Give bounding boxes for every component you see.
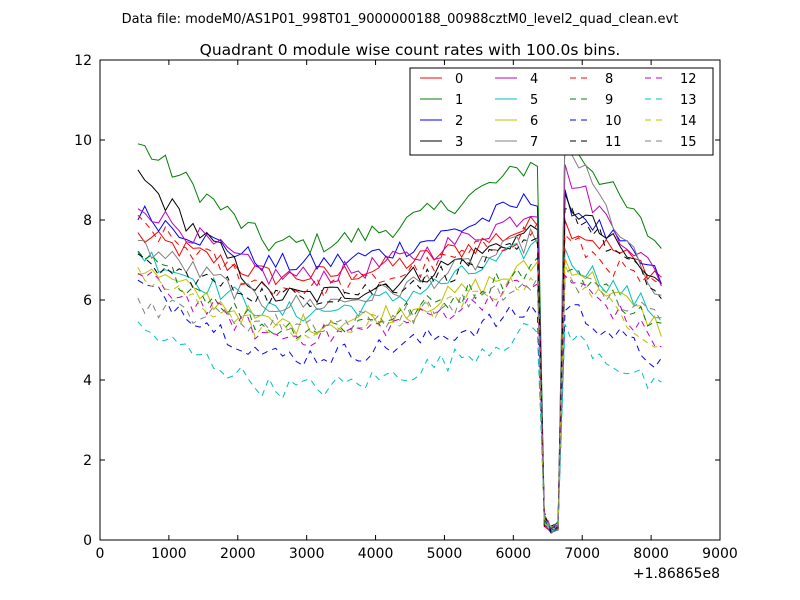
x-tick-label: 1000 [151, 546, 187, 562]
legend-label-8: 8 [605, 72, 613, 87]
suptitle: Data file: modeM0/AS1P01_998T01_90000001… [122, 12, 679, 27]
series-line-3 [137, 169, 662, 527]
series-line-1 [137, 131, 662, 532]
series-line-14 [137, 264, 662, 528]
legend-label-4: 4 [530, 72, 538, 87]
series-line-15 [137, 276, 662, 529]
y-tick-label: 0 [83, 533, 92, 549]
chart-title: Quadrant 0 module wise count rates with … [200, 41, 621, 59]
x-tick-label: 3000 [289, 546, 325, 562]
legend-label-0: 0 [455, 72, 463, 87]
legend-label-5: 5 [530, 93, 538, 108]
y-tick-label: 6 [83, 293, 92, 309]
series-group [137, 131, 662, 535]
legend-label-9: 9 [605, 93, 613, 108]
legend-label-6: 6 [530, 114, 538, 129]
series-line-11 [137, 207, 662, 535]
axis-ticks [99, 59, 721, 541]
series-line-9 [137, 250, 662, 530]
legend-label-1: 1 [455, 93, 463, 108]
series-line-6 [137, 258, 662, 530]
x-tick-labels: 0 1000 2000 3000 4000 5000 6000 7000 8000 9000 [96, 546, 738, 562]
legend-label-3: 3 [455, 135, 463, 150]
y-tick-label: 4 [83, 373, 92, 389]
series-line-13 [137, 321, 662, 535]
x-tick-label: 4000 [358, 546, 394, 562]
x-tick-label: 5000 [427, 546, 463, 562]
y-tick-label: 10 [74, 133, 92, 149]
legend-label-10: 10 [605, 114, 622, 129]
x-tick-label: 2000 [220, 546, 256, 562]
series-line-7 [137, 136, 662, 529]
legend-label-12: 12 [680, 72, 697, 87]
series-line-2 [137, 189, 662, 532]
x-tick-label: 0 [96, 546, 105, 562]
series-line-8 [137, 214, 662, 530]
legend-label-15: 15 [680, 135, 697, 150]
x-tick-label: 6000 [496, 546, 532, 562]
legend-label-14: 14 [680, 114, 697, 129]
y-tick-label: 2 [83, 453, 92, 469]
x-tick-label: 9000 [702, 546, 738, 562]
series-line-10 [137, 279, 662, 532]
legend-box [409, 67, 714, 156]
y-tick-label: 8 [83, 213, 92, 229]
y-tick-label: 12 [74, 53, 92, 69]
series-line-4 [137, 164, 662, 534]
legend-label-11: 11 [605, 135, 622, 150]
y-tick-labels: 0 2 4 6 8 10 12 [74, 53, 92, 549]
plot-area [99, 59, 721, 541]
legend-label-2: 2 [455, 114, 463, 129]
series-line-0 [137, 215, 662, 533]
legend-label-7: 7 [530, 135, 538, 150]
x-offset-label: +1.86865e8 [633, 566, 720, 582]
legend-label-13: 13 [680, 93, 697, 108]
x-tick-label: 8000 [633, 546, 669, 562]
x-tick-label: 7000 [564, 546, 600, 562]
